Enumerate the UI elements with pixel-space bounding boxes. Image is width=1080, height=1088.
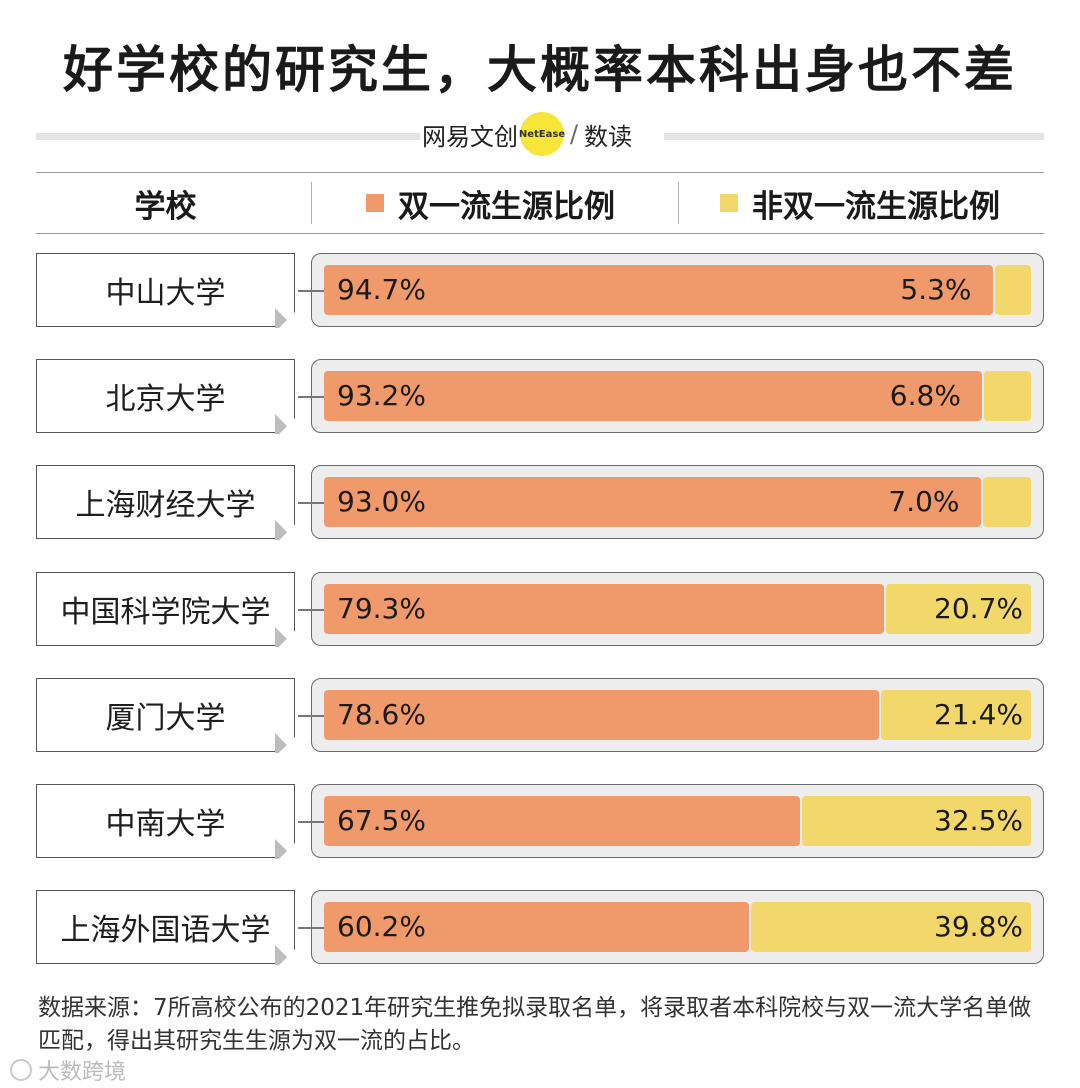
watermark-logo-icon <box>10 1059 32 1081</box>
watermark: 大数跨境 <box>10 1054 126 1086</box>
value-label-a: 78.6% <box>337 697 426 731</box>
source-note: 数据来源：7所高校公布的2021年研究生推免拟录取名单，将录取者本科院校与双一流… <box>38 995 1032 1054</box>
chart-row: 北京大学 93.2% 6.8% <box>0 359 1080 437</box>
header-bottom-rule <box>36 233 1044 234</box>
bar-area: 93.0% 7.0% <box>324 477 1031 528</box>
value-label-b: 20.7% <box>934 591 1023 625</box>
netease-badge-icon: NetEase <box>519 112 565 156</box>
brand-separator: / <box>570 120 579 148</box>
bar-series-a <box>324 583 884 634</box>
brand-column: 数读 <box>584 122 633 151</box>
brand-rule-left <box>36 133 420 140</box>
chart-row: 厦门大学 78.6% 21.4% <box>0 677 1080 755</box>
legend-label-a: 双一流生源比例 <box>398 188 615 225</box>
legend-label-b: 非双一流生源比例 <box>752 188 1000 225</box>
brand-rule-right <box>664 133 1044 140</box>
leader-tick <box>298 290 324 292</box>
legend-swatch-a <box>366 194 384 212</box>
value-label-a: 60.2% <box>337 910 426 944</box>
leader-tick <box>298 714 324 717</box>
chart-title: 好学校的研究生，大概率本科出身也不差 <box>63 41 1017 99</box>
chart-row: 中南大学 67.5% 32.5% <box>0 784 1080 861</box>
bar-series-a <box>324 796 801 846</box>
chart-row: 中国科学院大学 79.3% 20.7% <box>0 571 1080 649</box>
value-label-a: 94.7% <box>337 273 426 306</box>
bar-area: 94.7% 5.3% <box>324 265 1031 315</box>
brand-name: 网易文创 <box>422 122 518 151</box>
category-label: 中国科学院大学 <box>36 571 295 646</box>
leader-tick <box>298 396 324 399</box>
legend-series-b: 非双一流生源比例 <box>720 182 1000 225</box>
header-divider <box>678 182 679 224</box>
bar-area: 60.2% 39.8% <box>324 902 1031 953</box>
value-label-b: 39.8% <box>934 910 1023 944</box>
value-label-b: 32.5% <box>934 804 1023 837</box>
bar-area: 78.6% 21.4% <box>324 689 1031 740</box>
chart-row: 中山大学 94.7% 5.3% <box>0 253 1080 330</box>
legend-series-a: 双一流生源比例 <box>366 182 615 225</box>
chart-row: 上海财经大学 93.0% 7.0% <box>0 465 1080 543</box>
bar-series-a <box>324 265 993 315</box>
category-label: 中山大学 <box>36 253 295 327</box>
legend-swatch-b <box>720 194 738 212</box>
bar-series-b <box>880 689 1031 740</box>
bar-series-b <box>802 796 1031 846</box>
category-label: 上海财经大学 <box>36 465 295 540</box>
bar-area: 67.5% 32.5% <box>324 796 1031 846</box>
bar-series-a <box>324 902 749 953</box>
header-top-rule <box>36 172 1044 173</box>
bar-series-b <box>983 371 1031 422</box>
bar-series-b <box>750 902 1031 953</box>
bar-area: 79.3% 20.7% <box>324 583 1031 634</box>
value-label-a: 67.5% <box>337 804 426 837</box>
leader-tick <box>298 502 324 505</box>
value-label-b: 5.3% <box>900 273 972 306</box>
chart-row: 上海外国语大学 60.2% 39.8% <box>0 890 1080 968</box>
value-label-b: 6.8% <box>889 379 961 413</box>
category-label: 北京大学 <box>36 359 295 434</box>
bar-series-a <box>324 371 982 422</box>
bar-series-b <box>982 477 1031 528</box>
value-label-b: 21.4% <box>934 697 1023 731</box>
leader-tick <box>298 927 324 930</box>
category-label: 中南大学 <box>36 784 295 858</box>
bar-series-b <box>994 265 1031 315</box>
bar-series-b <box>885 583 1031 634</box>
bar-area: 93.2% 6.8% <box>324 371 1031 422</box>
header-divider <box>311 182 312 224</box>
watermark-text: 大数跨境 <box>38 1060 127 1085</box>
category-label: 厦门大学 <box>36 677 295 752</box>
leader-tick <box>298 821 324 823</box>
bar-series-a <box>324 689 879 740</box>
header-school: 学校 <box>134 188 197 225</box>
value-label-a: 79.3% <box>337 591 426 625</box>
value-label-b: 7.0% <box>888 485 960 519</box>
bar-series-a <box>324 477 981 528</box>
value-label-a: 93.0% <box>337 485 426 519</box>
value-label-a: 93.2% <box>337 379 426 413</box>
brand-logo: 网易文创 NetEase / 数读 <box>422 112 660 156</box>
leader-tick <box>298 608 324 611</box>
category-label: 上海外国语大学 <box>36 890 295 965</box>
